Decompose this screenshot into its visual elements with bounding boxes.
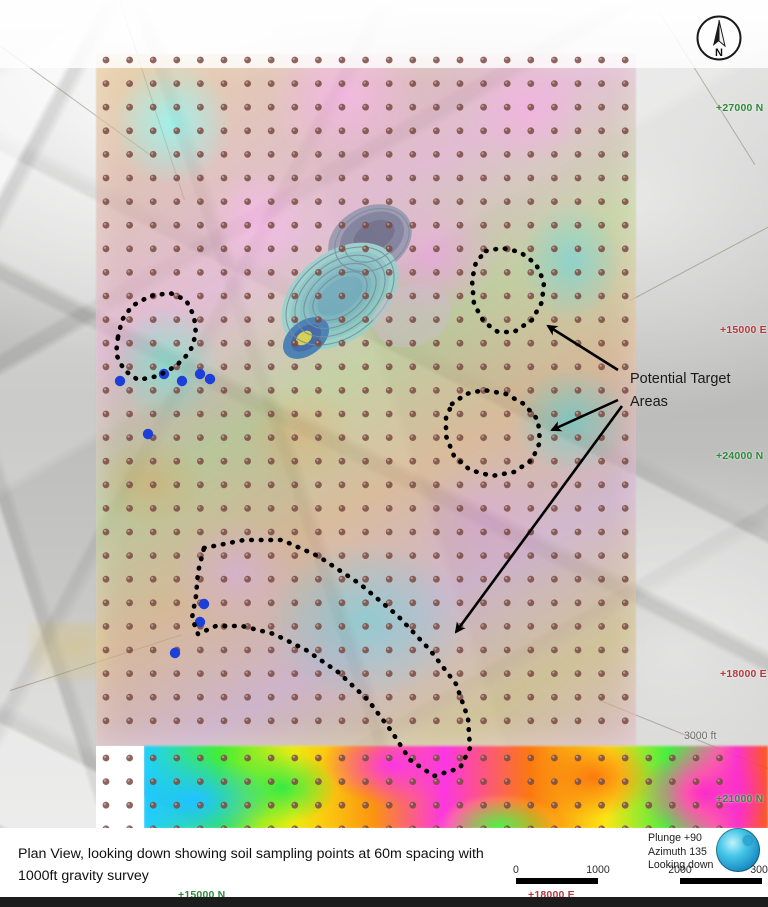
scale-segment <box>680 878 762 884</box>
target-northeast[interactable] <box>469 245 547 335</box>
scale-bar: 0 1000 2000 3000 <box>513 864 768 894</box>
scalebar-unit-label: 3000 ft <box>684 730 717 742</box>
target-label-line-1: Potential Target <box>630 371 731 387</box>
scale-bar-tick-label: 0 <box>513 864 519 876</box>
geochem-west-lobe <box>28 622 108 682</box>
caption-line-2: 1000ft gravity survey <box>18 868 149 885</box>
plunge-value: Plunge +90 <box>648 832 702 844</box>
compass-north-letter: N <box>715 47 723 59</box>
view-direction-value: Looking down <box>648 859 714 872</box>
figure-caption: Plan View, looking down showing soil sam… <box>18 843 538 888</box>
geochem-raster-layer <box>96 54 636 746</box>
scale-bar-ticks: 0 1000 2000 3000 <box>513 864 768 877</box>
grid-coordinate-label: +15000 E <box>720 324 767 336</box>
north-arrow-icon: N <box>695 14 743 62</box>
scale-segment <box>516 878 598 884</box>
target-south[interactable] <box>189 537 473 779</box>
open-pit-workings <box>262 196 462 386</box>
target-west[interactable] <box>113 290 199 383</box>
scale-bar-segments <box>516 878 762 884</box>
bottom-border-bar <box>0 897 768 907</box>
scale-bar-tick-label: 1000 <box>586 864 610 876</box>
orientation-sphere-nib <box>743 836 752 845</box>
grid-coordinate-label: +21000 N <box>716 793 764 805</box>
scale-bar-tick-label: 2000 <box>668 864 692 876</box>
potential-target-areas-label: Potential Target Areas <box>630 368 766 415</box>
scale-segment <box>598 878 680 884</box>
orientation-legend: Plunge +90 Azimuth 135 Looking down <box>648 832 713 873</box>
arrow-to-south-target <box>454 405 624 634</box>
grid-coordinate-label: +24000 N <box>716 450 764 462</box>
scale-bar-tick-label: 3000 <box>750 864 768 876</box>
target-label-line-2: Areas <box>630 394 668 411</box>
grid-coordinate-label: +18000 E <box>720 668 767 680</box>
arrow-to-east-central-target <box>550 398 619 432</box>
caption-backdrop <box>0 828 768 907</box>
target-east-central[interactable] <box>443 387 543 479</box>
caption-line-1: Plan View, looking down showing soil sam… <box>18 846 484 862</box>
orientation-sphere-icon <box>716 828 760 872</box>
arrow-to-northeast-target <box>546 324 619 372</box>
grid-coordinate-label: +27000 N <box>716 102 764 114</box>
azimuth-value: Azimuth 135 <box>648 845 707 858</box>
